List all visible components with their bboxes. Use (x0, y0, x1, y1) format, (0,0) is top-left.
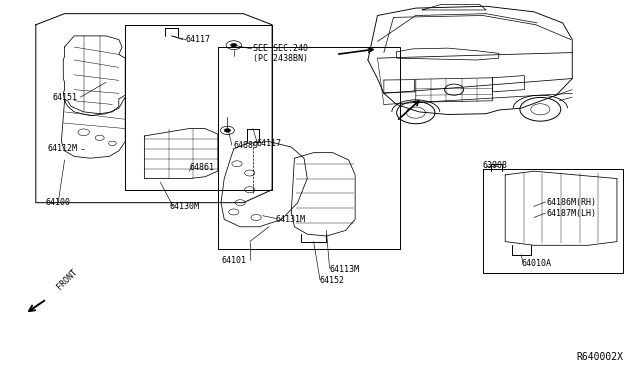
Text: R640002X: R640002X (577, 352, 623, 362)
Text: 64131M: 64131M (275, 215, 305, 224)
Text: 64187M(LH): 64187M(LH) (547, 209, 596, 218)
Text: 64100: 64100 (45, 198, 70, 207)
Text: 64130M: 64130M (170, 202, 200, 211)
Text: 64889: 64889 (234, 141, 259, 150)
Text: 64112M: 64112M (47, 144, 77, 153)
Text: FRONT: FRONT (55, 267, 79, 292)
Text: 63908: 63908 (483, 161, 508, 170)
Circle shape (224, 129, 230, 132)
Text: (PC 2438BN): (PC 2438BN) (253, 54, 308, 62)
Text: 64861: 64861 (189, 163, 214, 172)
Text: 64113M: 64113M (330, 265, 360, 274)
Text: 64010A: 64010A (521, 259, 551, 268)
Circle shape (230, 43, 237, 47)
Text: 64186M(RH): 64186M(RH) (547, 198, 596, 207)
Text: 64152: 64152 (320, 276, 345, 285)
Text: 64151: 64151 (52, 93, 77, 102)
Text: 64117: 64117 (186, 35, 211, 44)
Text: 64101: 64101 (221, 256, 246, 264)
Text: SEE SEC.240: SEE SEC.240 (253, 44, 308, 53)
Text: 64117: 64117 (256, 139, 281, 148)
